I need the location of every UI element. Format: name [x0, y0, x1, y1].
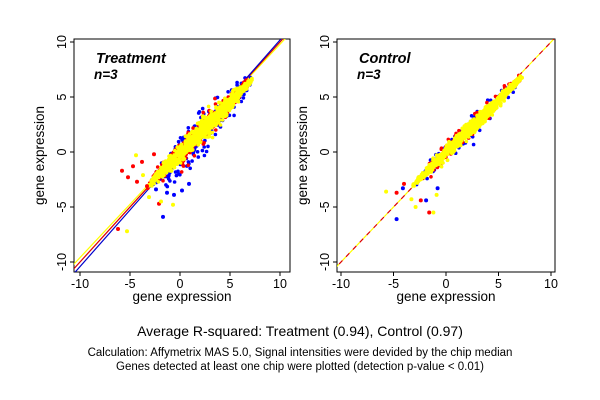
y-tick-label: -10 — [318, 253, 332, 271]
caption-r-squared: Average R-squared: Treatment (0.94), Con… — [137, 323, 463, 339]
outlier-point — [140, 159, 144, 164]
panel-n-label: n=3 — [94, 67, 118, 82]
x-tick-label: 0 — [177, 277, 184, 291]
outlier-point — [134, 153, 138, 158]
y-tick-label: -10 — [55, 253, 69, 271]
caption-filter-note: Genes detected at least one chip were pl… — [116, 361, 484, 373]
outlier-point — [131, 164, 135, 169]
y-tick-label: -5 — [55, 201, 69, 212]
outlier-point — [126, 175, 130, 180]
y-tick-label: 5 — [55, 93, 69, 100]
x-tick-label: -5 — [388, 277, 399, 291]
outlier-point — [187, 181, 191, 186]
x-axis-label: gene expression — [132, 289, 231, 304]
fit-line — [337, 39, 555, 268]
plot-box — [73, 38, 291, 273]
panel-content — [74, 39, 286, 272]
x-tick-label: 5 — [227, 277, 234, 291]
outlier-point — [147, 195, 151, 200]
scatter-plots-svg: -10 -5 0 5 10 -10 -5 0 5 10 gene expression gene ex… — [32, 35, 558, 304]
outlier-point — [427, 210, 432, 215]
outlier-point — [161, 214, 165, 219]
scatter-points — [116, 75, 254, 234]
x-tick-label: 10 — [544, 277, 558, 291]
outlier-point — [135, 179, 139, 184]
x-tick-label: 5 — [495, 277, 502, 291]
panel-title: Control — [359, 51, 412, 67]
outlier-point — [400, 186, 405, 191]
outlier-point — [384, 189, 389, 194]
x-tick-label: 10 — [273, 277, 287, 291]
y-tick-label: 0 — [55, 148, 69, 155]
x-axis-label: gene expression — [396, 289, 495, 304]
panel-n-label: n=3 — [357, 67, 381, 82]
y-tick-label: 0 — [318, 148, 332, 155]
outlier-point — [172, 192, 176, 197]
scatter-points — [384, 73, 524, 222]
outlier-point — [171, 202, 175, 207]
outlier-point — [152, 152, 156, 157]
outlier-point — [180, 188, 184, 193]
outlier-point — [418, 198, 423, 203]
y-tick-label: 10 — [318, 35, 332, 49]
outlier-point — [125, 229, 129, 234]
y-tick-label: 5 — [318, 93, 332, 100]
outlier-point — [435, 186, 440, 191]
y-tick-label: -5 — [318, 201, 332, 212]
outlier-point — [154, 187, 158, 192]
outlier-point — [394, 190, 399, 195]
y-axis-label: gene expression — [32, 106, 47, 205]
outlier-point — [409, 197, 414, 202]
panel-control: -10 -5 0 5 10 -10 -5 0 5 10 gene expression gene ex… — [295, 35, 558, 304]
outlier-point — [413, 205, 418, 209]
panel-treatment: -10 -5 0 5 10 -10 -5 0 5 10 gene expression gene ex… — [32, 35, 291, 304]
x-tick-label: -10 — [71, 277, 89, 291]
panel-content — [337, 39, 555, 268]
outlier-point — [159, 199, 163, 204]
y-tick-label: 10 — [55, 35, 69, 49]
outlier-point — [402, 181, 406, 186]
outlier-point — [141, 173, 145, 178]
outlier-point — [431, 210, 436, 215]
x-tick-label: -10 — [332, 277, 350, 291]
outlier-point — [424, 198, 429, 203]
outlier-point — [116, 227, 120, 231]
outlier-point — [145, 184, 149, 189]
x-tick-label: 0 — [443, 277, 450, 291]
outlier-point — [120, 168, 124, 173]
outlier-point — [165, 190, 169, 195]
outlier-point — [434, 192, 439, 197]
outlier-point — [394, 217, 399, 222]
y-axis-label: gene expression — [295, 106, 310, 205]
caption-calculation: Calculation: Affymetrix MAS 5.0, Signal … — [87, 347, 513, 359]
x-tick-label: -5 — [124, 277, 135, 291]
panel-title: Treatment — [96, 51, 167, 67]
